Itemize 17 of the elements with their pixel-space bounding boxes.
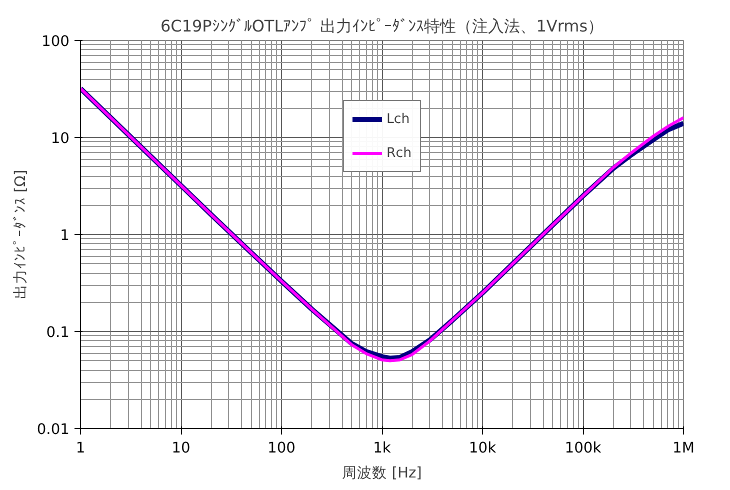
legend-label: Rch bbox=[386, 146, 412, 160]
chart-title: 6C19PｼﾝｸﾞﾙOTLｱﾝﾌﾟ 出力ｲﾝﾋﾟｰﾀﾞﾝｽ特性（注入法、1Vrms） bbox=[160, 16, 604, 36]
y-tick-label: 0.1 bbox=[46, 324, 70, 341]
legend-label: Lch bbox=[386, 112, 410, 126]
x-tick-label: 100k bbox=[564, 440, 602, 456]
x-tick-label: 1M bbox=[672, 440, 694, 456]
y-tick-label: 0.01 bbox=[36, 421, 70, 438]
y-tick-label: 100 bbox=[42, 33, 70, 50]
x-tick-label: 100 bbox=[268, 440, 296, 456]
x-tick-label: 1k bbox=[373, 440, 392, 456]
x-tick-label: 1 bbox=[76, 440, 86, 456]
y-axis-title: 出力ｲﾝﾋﾟｰﾀﾞﾝｽ [Ω] bbox=[12, 170, 29, 300]
y-tick-label: 10 bbox=[50, 130, 70, 147]
y-tick-label: 1 bbox=[60, 227, 70, 244]
x-axis-title: 周波数 [Hz] bbox=[342, 464, 422, 482]
x-tick-label: 10k bbox=[468, 440, 497, 456]
x-tick-label: 10 bbox=[172, 440, 190, 456]
